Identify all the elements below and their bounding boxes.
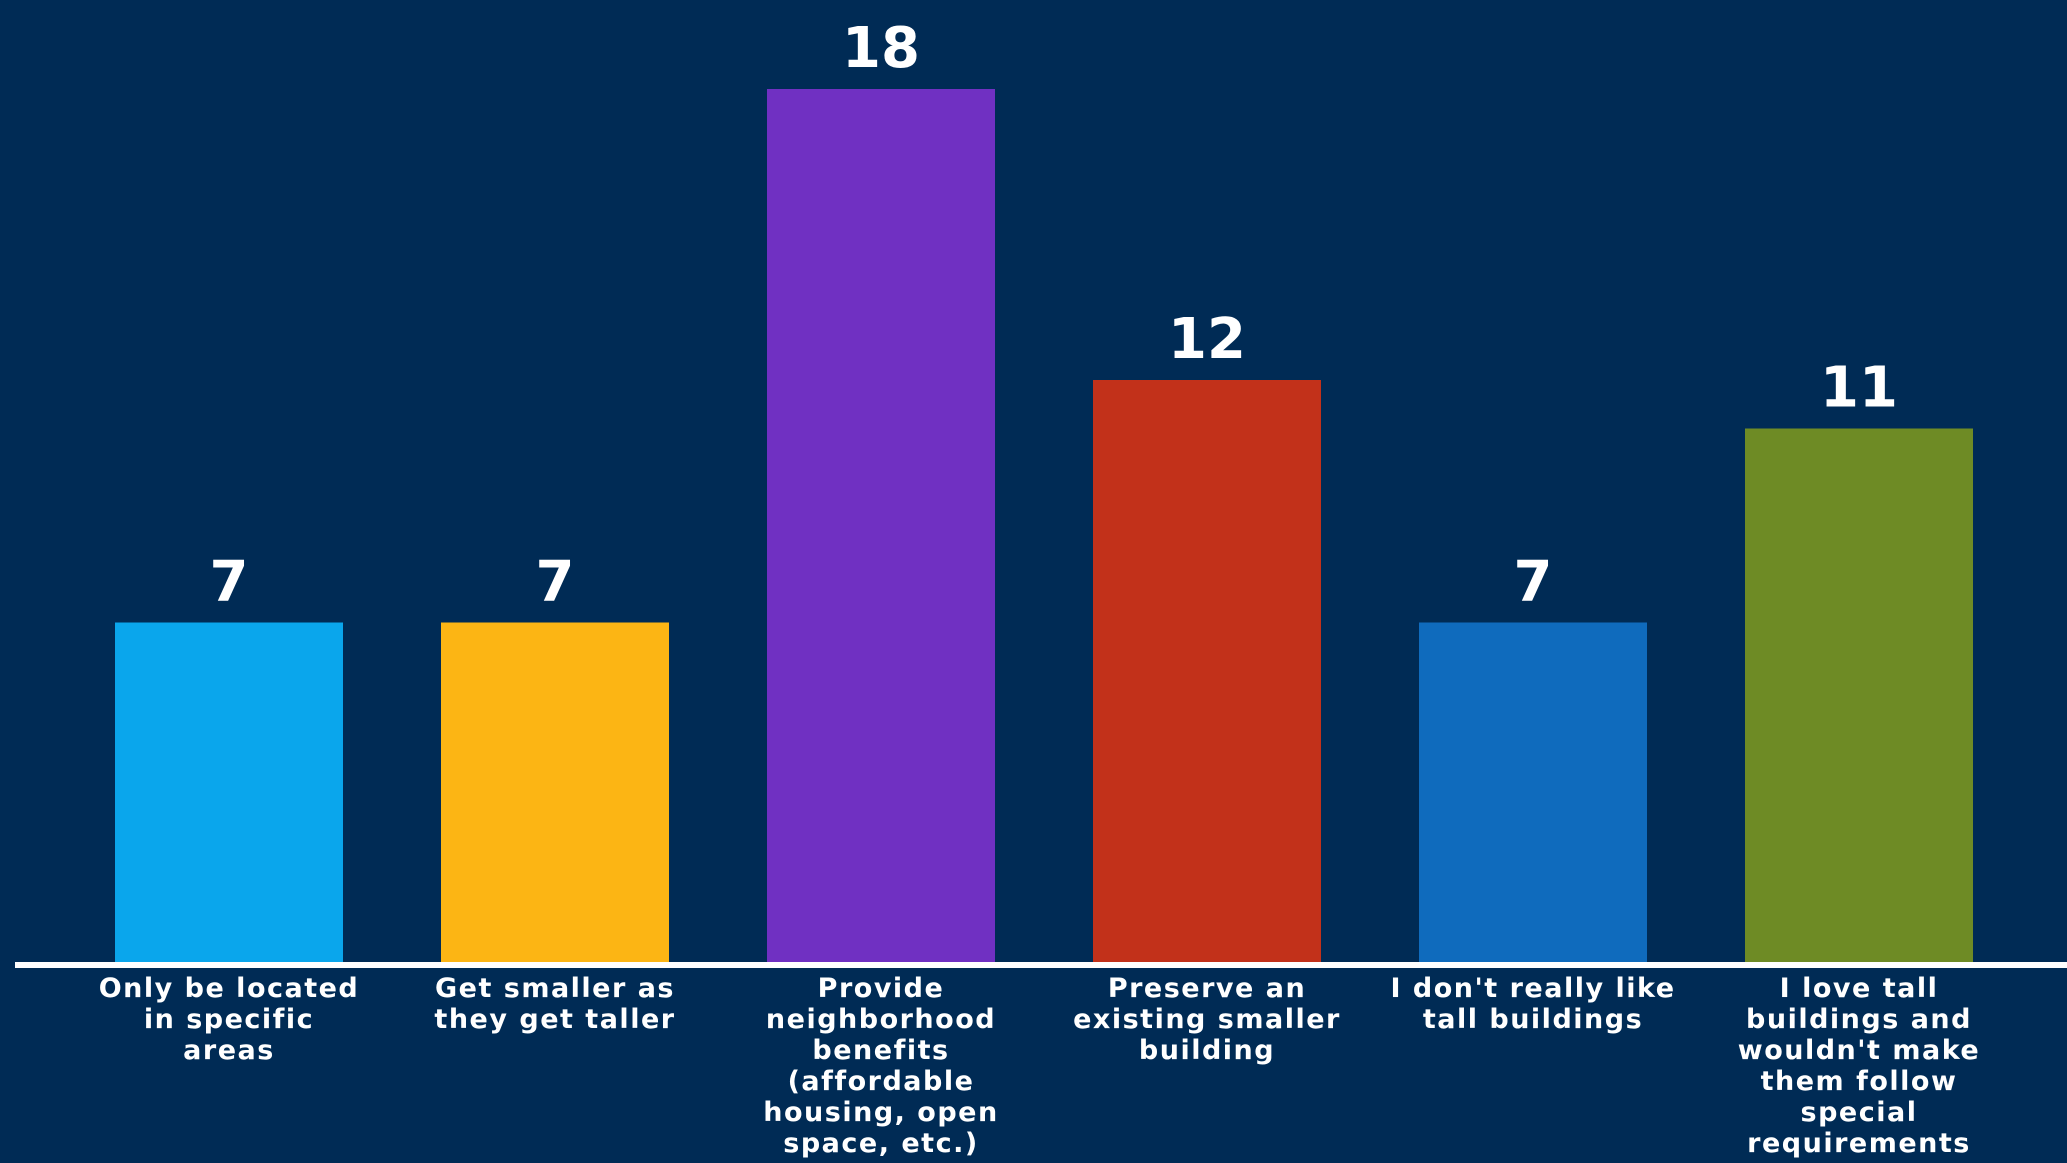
category-label-line: requirements <box>1747 1128 1971 1159</box>
category-label-line: Only be located <box>99 973 360 1004</box>
value-label-6: 11 <box>1820 356 1898 421</box>
bar-6 <box>1745 428 1973 962</box>
category-label-line: I love tall <box>1780 973 1939 1004</box>
category-label-3: Provide neighborhood benefits (affordable ho… <box>763 973 998 1159</box>
category-label-line: Provide <box>818 973 945 1004</box>
bar-5 <box>1419 622 1647 962</box>
category-label-line: buildings and <box>1746 1004 1972 1035</box>
category-label-line: in specific <box>144 1004 314 1035</box>
category-labels-group: Only be located in specific areas Get small… <box>99 973 1981 1159</box>
category-label-line: areas <box>183 1035 275 1066</box>
bar-2 <box>441 622 669 962</box>
category-label-line: benefits <box>812 1035 949 1066</box>
category-label-line: wouldn't make <box>1738 1035 1981 1066</box>
value-labels-group: 7 7 18 12 7 11 <box>210 16 1898 615</box>
value-label-4: 12 <box>1168 307 1246 372</box>
category-label-line: they get taller <box>434 1004 675 1035</box>
category-label-line: them follow <box>1761 1066 1958 1097</box>
bar-1 <box>115 622 343 962</box>
category-label-line: (affordable <box>788 1066 975 1097</box>
category-label-6: I love tall buildings and wouldn't make the… <box>1738 973 1981 1159</box>
category-label-line: special <box>1801 1097 1918 1128</box>
bars-group <box>115 89 1973 962</box>
category-label-line: space, etc.) <box>783 1128 978 1159</box>
bar-4 <box>1093 380 1321 962</box>
category-label-1: Only be located in specific areas <box>99 973 360 1066</box>
category-label-5: I don't really like tall buildings <box>1390 973 1675 1035</box>
value-label-1: 7 <box>210 550 249 615</box>
category-label-line: I don't really like <box>1390 973 1675 1004</box>
category-label-line: tall buildings <box>1423 1004 1643 1035</box>
category-label-line: neighborhood <box>766 1004 996 1035</box>
category-label-line: housing, open <box>763 1097 998 1128</box>
value-label-2: 7 <box>536 550 575 615</box>
category-label-2: Get smaller as they get taller <box>434 973 675 1035</box>
value-label-5: 7 <box>1514 550 1553 615</box>
category-label-line: Get smaller as <box>435 973 675 1004</box>
bar-3 <box>767 89 995 962</box>
category-label-line: existing smaller <box>1073 1004 1341 1035</box>
category-label-line: Preserve an <box>1108 973 1306 1004</box>
category-label-line: building <box>1139 1035 1275 1066</box>
value-label-3: 18 <box>842 16 920 81</box>
category-label-4: Preserve an existing smaller building <box>1073 973 1341 1066</box>
